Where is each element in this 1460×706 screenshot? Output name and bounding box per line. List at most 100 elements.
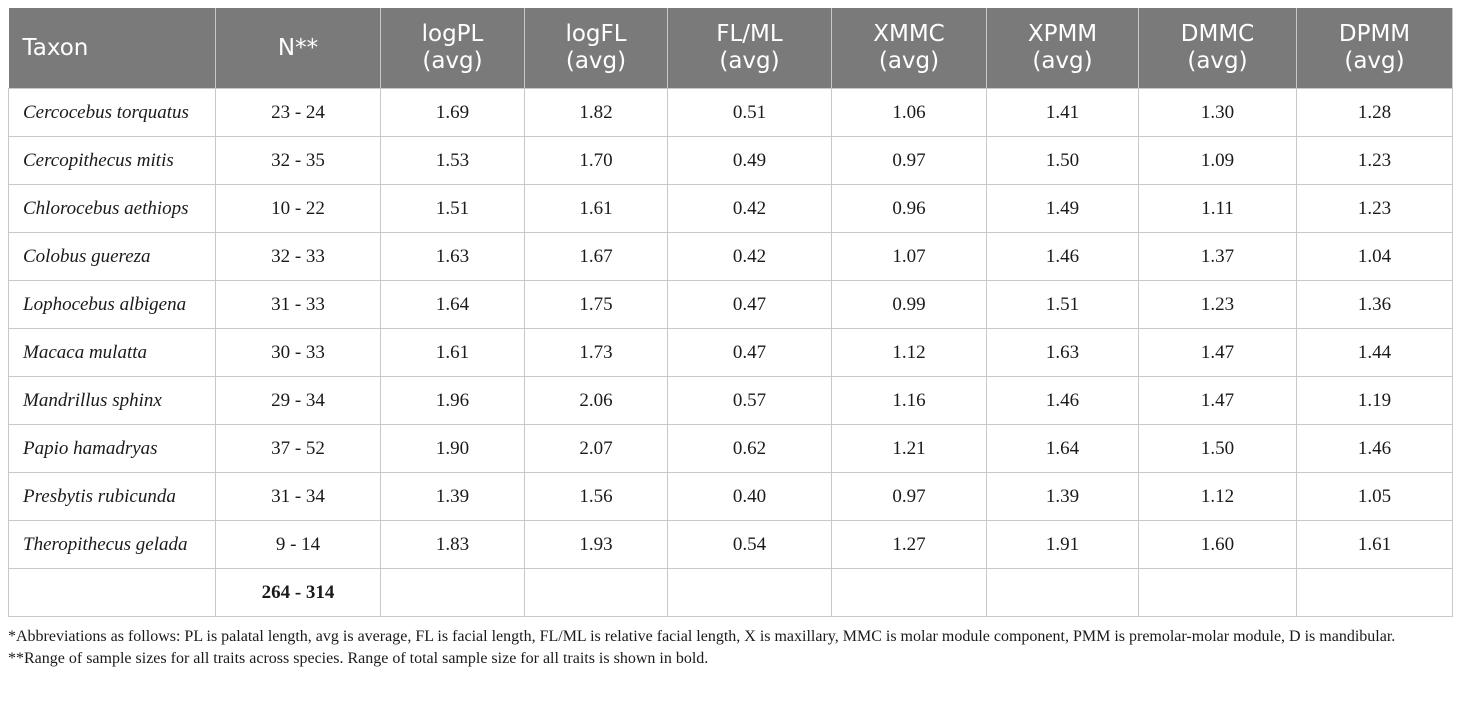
cell-dmmc: 1.50 (1138, 424, 1297, 473)
cell-taxon: Papio hamadryas (8, 424, 216, 473)
cell-logpl: 1.64 (380, 280, 525, 329)
cell-n: 30 - 33 (215, 328, 381, 377)
cell-logpl: 1.69 (380, 88, 525, 137)
cell-dmmc: 1.47 (1138, 376, 1297, 425)
header-logpl-unit: (avg) (422, 48, 483, 74)
cell-taxon: Presbytis rubicunda (8, 472, 216, 521)
cell-xmmc: 1.21 (831, 424, 987, 473)
cell-flml: 0.49 (667, 136, 832, 185)
cell-dpmm: 1.05 (1296, 472, 1453, 521)
cell-xpmm: 1.49 (986, 184, 1139, 233)
cell-taxon: Cercocebus torquatus (8, 88, 216, 137)
cell-flml: 0.47 (667, 280, 832, 329)
cell-n: 31 - 33 (215, 280, 381, 329)
cell-xpmm: 1.41 (986, 88, 1139, 137)
cell-logfl: 1.56 (524, 472, 668, 521)
cell-n: 29 - 34 (215, 376, 381, 425)
header-dmmc-label: DMMC (1180, 21, 1255, 47)
data-table-container: Taxon N** logPL (avg) logFL (avg) FL/ML (avg) XM… (8, 8, 1453, 617)
header-xpmm: XPMM (avg) (986, 8, 1139, 89)
cell-n: 9 - 14 (215, 520, 381, 569)
cell-total-n: 264 - 314 (215, 568, 381, 617)
cell-logpl: 1.39 (380, 472, 525, 521)
cell-flml: 0.54 (667, 520, 832, 569)
cell-logpl: 1.63 (380, 232, 525, 281)
header-taxon: Taxon (8, 8, 216, 89)
header-flml-unit: (avg) (719, 48, 780, 74)
cell-flml: 0.40 (667, 472, 832, 521)
cell-logfl: 1.70 (524, 136, 668, 185)
cell-empty (380, 568, 525, 617)
cell-logpl: 1.90 (380, 424, 525, 473)
cell-flml: 0.47 (667, 328, 832, 377)
header-dpmm-unit: (avg) (1344, 48, 1405, 74)
footnote-sample-sizes: **Range of sample sizes for all traits a… (8, 650, 709, 667)
cell-dpmm: 1.28 (1296, 88, 1453, 137)
cell-logfl: 1.61 (524, 184, 668, 233)
cell-xpmm: 1.46 (986, 232, 1139, 281)
cell-dmmc: 1.23 (1138, 280, 1297, 329)
header-dpmm-label: DPMM (1338, 21, 1411, 47)
header-dmmc-unit: (avg) (1187, 48, 1248, 74)
header-xpmm-unit: (avg) (1032, 48, 1093, 74)
cell-dpmm: 1.36 (1296, 280, 1453, 329)
table-row: Presbytis rubicunda 31 - 34 1.39 1.56 0.40 0.… (8, 472, 1453, 521)
cell-xmmc: 0.97 (831, 472, 987, 521)
header-n-label: N** (277, 34, 319, 61)
cell-n: 32 - 33 (215, 232, 381, 281)
header-xpmm-label: XPMM (1027, 21, 1098, 47)
cell-logpl: 1.61 (380, 328, 525, 377)
cell-taxon: Macaca mulatta (8, 328, 216, 377)
cell-logpl: 1.96 (380, 376, 525, 425)
cell-logfl: 1.73 (524, 328, 668, 377)
footnote-abbreviations: *Abbreviations as follows: PL is palatal… (8, 628, 1396, 645)
cell-xpmm: 1.39 (986, 472, 1139, 521)
cell-xmmc: 1.27 (831, 520, 987, 569)
cell-dmmc: 1.09 (1138, 136, 1297, 185)
cell-dpmm: 1.23 (1296, 136, 1453, 185)
cell-taxon: Chlorocebus aethiops (8, 184, 216, 233)
cell-dmmc: 1.47 (1138, 328, 1297, 377)
cell-dpmm: 1.46 (1296, 424, 1453, 473)
cell-empty (524, 568, 668, 617)
header-dpmm: DPMM (avg) (1296, 8, 1453, 89)
cell-flml: 0.42 (667, 232, 832, 281)
cell-empty (8, 568, 216, 617)
data-table: Taxon N** logPL (avg) logFL (avg) FL/ML (avg) XM… (8, 8, 1453, 617)
cell-taxon: Mandrillus sphinx (8, 376, 216, 425)
header-xmmc: XMMC (avg) (831, 8, 987, 89)
header-flml-label: FL/ML (716, 21, 783, 47)
cell-taxon: Cercopithecus mitis (8, 136, 216, 185)
cell-logfl: 1.82 (524, 88, 668, 137)
header-logpl-label: logPL (421, 21, 484, 47)
cell-flml: 0.62 (667, 424, 832, 473)
table-row: Cercocebus torquatus 23 - 24 1.69 1.82 0.51 1… (8, 88, 1453, 137)
cell-taxon: Theropithecus gelada (8, 520, 216, 569)
footnotes: *Abbreviations as follows: PL is palatal… (8, 626, 1452, 670)
cell-dpmm: 1.44 (1296, 328, 1453, 377)
cell-xmmc: 1.12 (831, 328, 987, 377)
cell-logfl: 1.67 (524, 232, 668, 281)
cell-flml: 0.57 (667, 376, 832, 425)
cell-xpmm: 1.91 (986, 520, 1139, 569)
cell-dpmm: 1.23 (1296, 184, 1453, 233)
cell-dmmc: 1.11 (1138, 184, 1297, 233)
cell-empty (1138, 568, 1297, 617)
cell-n: 31 - 34 (215, 472, 381, 521)
table-row: Theropithecus gelada 9 - 14 1.83 1.93 0.54 1.… (8, 520, 1453, 569)
cell-xpmm: 1.63 (986, 328, 1139, 377)
cell-xmmc: 0.99 (831, 280, 987, 329)
cell-logpl: 1.83 (380, 520, 525, 569)
cell-xpmm: 1.50 (986, 136, 1139, 185)
cell-logpl: 1.53 (380, 136, 525, 185)
cell-xmmc: 1.06 (831, 88, 987, 137)
header-logfl-label: logFL (565, 21, 627, 47)
cell-xpmm: 1.46 (986, 376, 1139, 425)
cell-xpmm: 1.51 (986, 280, 1139, 329)
cell-n: 10 - 22 (215, 184, 381, 233)
cell-xmmc: 0.96 (831, 184, 987, 233)
cell-empty (667, 568, 832, 617)
cell-n: 32 - 35 (215, 136, 381, 185)
table-row: Chlorocebus aethiops 10 - 22 1.51 1.61 0.42 0… (8, 184, 1453, 233)
cell-taxon: Lophocebus albigena (8, 280, 216, 329)
